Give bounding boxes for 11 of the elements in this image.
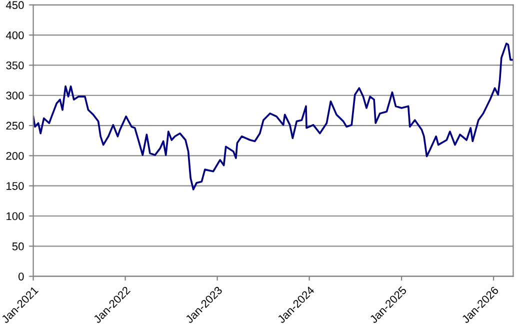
y-tick-label: 100: [6, 212, 24, 220]
y-tick-label: 450: [6, 1, 24, 10]
y-tick-label: 250: [6, 122, 24, 130]
y-tick-label: 300: [6, 92, 24, 100]
y-tick-label: 350: [6, 61, 24, 70]
y-tick-label: 50: [12, 242, 24, 250]
line-series: [33, 42, 514, 190]
y-tick-label: 200: [6, 152, 24, 160]
y-tick-label: 400: [6, 31, 24, 40]
y-tick-label: 0: [18, 272, 24, 280]
y-tick-label: 150: [6, 182, 24, 190]
